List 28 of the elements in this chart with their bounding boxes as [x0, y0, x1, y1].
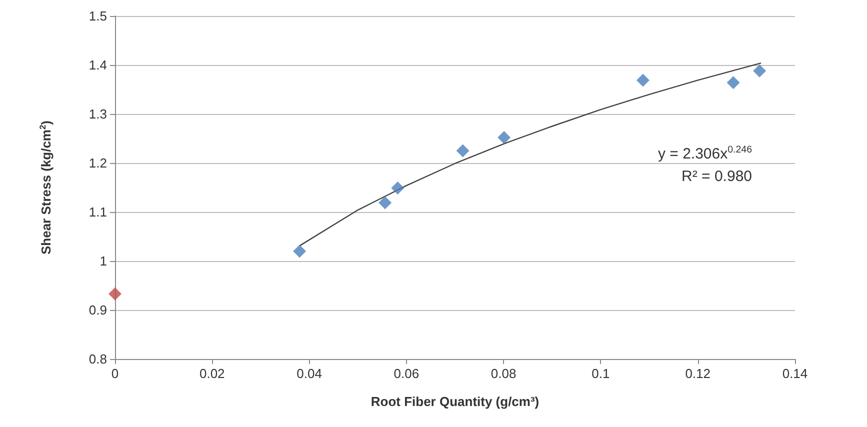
x-tick-label: 0.14	[782, 366, 808, 381]
x-tick-label: 0.1	[592, 366, 610, 381]
point	[498, 131, 511, 144]
point	[378, 196, 392, 210]
annotation: R² = 0.980	[682, 168, 752, 185]
y-tick-label: 1.3	[88, 106, 107, 122]
x-tick-label: 0.04	[296, 366, 322, 381]
point	[293, 244, 306, 258]
x-axis-title: Root Fiber Quantity (g/cm³)	[370, 394, 540, 409]
point	[753, 64, 766, 78]
y-axis-title: Shear Stress (kg/cm2)	[38, 120, 54, 255]
point	[108, 287, 122, 300]
y-tick-label: 1.2	[88, 156, 107, 170]
y-tick-label: 0.8	[88, 352, 107, 366]
x-tick-label: 0.06	[394, 366, 420, 381]
y-tick-label: 1	[100, 254, 107, 268]
x-tick-label: 0	[111, 366, 119, 381]
point	[636, 74, 650, 87]
point	[726, 76, 740, 90]
point	[391, 181, 404, 194]
point	[456, 144, 470, 158]
y-tick-label: 1.4	[88, 58, 107, 72]
y-tick-label: 0.9	[88, 302, 107, 318]
x-tick-label: 0.02	[199, 366, 225, 381]
y-tick-label: 1.5	[88, 8, 107, 24]
x-tick-label: 0.08	[490, 366, 516, 381]
x-tick-label: 0.12	[685, 366, 711, 381]
y-tick-label: 1.1	[88, 204, 107, 220]
